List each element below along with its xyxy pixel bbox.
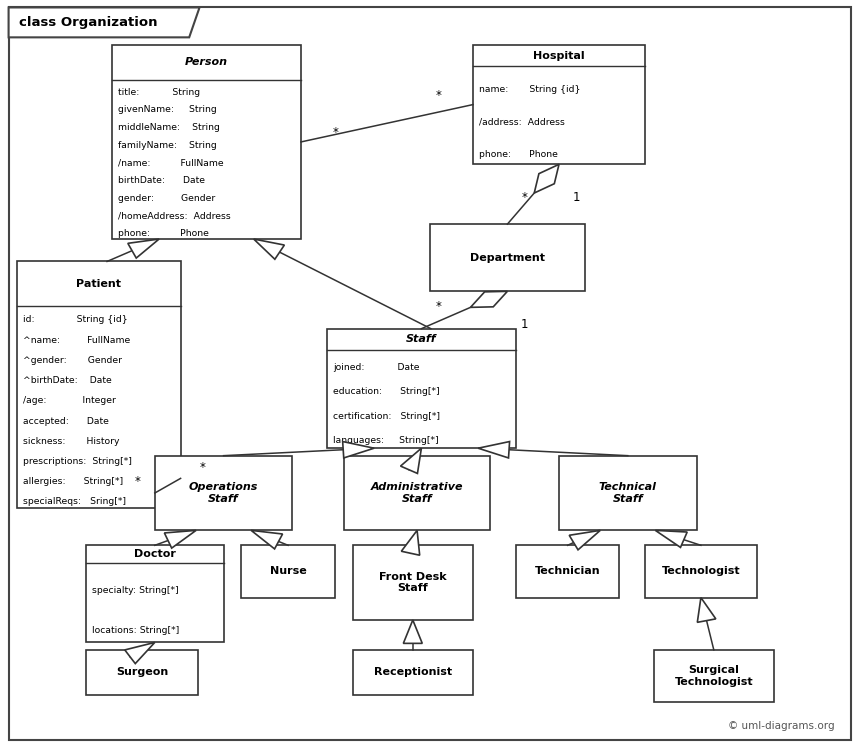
Polygon shape [697, 598, 716, 622]
Text: Operations
Staff: Operations Staff [189, 483, 258, 503]
Text: class Organization: class Organization [19, 16, 157, 29]
FancyBboxPatch shape [473, 45, 645, 164]
FancyBboxPatch shape [9, 7, 851, 740]
Polygon shape [125, 642, 155, 663]
Text: *: * [522, 191, 527, 205]
FancyBboxPatch shape [430, 224, 585, 291]
Text: /age:            Integer: /age: Integer [23, 397, 116, 406]
Text: joined:           Date: joined: Date [333, 363, 420, 372]
Text: specialty: String[*]: specialty: String[*] [92, 586, 179, 595]
Text: name:       String {id}: name: String {id} [479, 84, 580, 93]
FancyBboxPatch shape [645, 545, 757, 598]
Text: 1: 1 [573, 191, 580, 205]
Text: 1: 1 [521, 318, 528, 332]
Polygon shape [402, 530, 420, 555]
Text: Surgical
Technologist: Surgical Technologist [674, 666, 753, 686]
Text: id:              String {id}: id: String {id} [23, 315, 128, 324]
Text: Surgeon: Surgeon [116, 667, 168, 678]
FancyBboxPatch shape [559, 456, 697, 530]
Text: ^name:         FullName: ^name: FullName [23, 335, 131, 344]
Text: Patient: Patient [77, 279, 121, 288]
Polygon shape [403, 620, 422, 643]
Text: Technician: Technician [535, 566, 600, 577]
Polygon shape [128, 239, 159, 258]
Text: languages:     String[*]: languages: String[*] [333, 436, 439, 445]
Text: *: * [200, 461, 205, 474]
Text: phone:          Phone: phone: Phone [118, 229, 209, 238]
FancyBboxPatch shape [353, 545, 473, 620]
Text: Doctor: Doctor [134, 549, 175, 559]
Polygon shape [655, 530, 687, 548]
Text: prescriptions:  String[*]: prescriptions: String[*] [23, 457, 132, 466]
Text: familyName:    String: familyName: String [118, 140, 217, 149]
Text: Department: Department [470, 252, 545, 263]
Polygon shape [478, 441, 510, 458]
Text: © uml-diagrams.org: © uml-diagrams.org [728, 721, 834, 731]
FancyBboxPatch shape [344, 456, 490, 530]
Text: givenName:     String: givenName: String [118, 105, 217, 114]
Text: Administrative
Staff: Administrative Staff [371, 483, 464, 503]
Text: middleName:    String: middleName: String [118, 123, 219, 132]
FancyBboxPatch shape [112, 45, 301, 239]
Text: certification:   String[*]: certification: String[*] [333, 412, 439, 421]
Text: title:           String: title: String [118, 87, 200, 96]
Polygon shape [251, 530, 283, 549]
Polygon shape [401, 448, 421, 474]
FancyBboxPatch shape [327, 329, 516, 448]
Polygon shape [534, 164, 559, 193]
Text: *: * [135, 475, 140, 489]
FancyBboxPatch shape [516, 545, 619, 598]
FancyBboxPatch shape [654, 650, 774, 702]
Text: Front Desk
Staff: Front Desk Staff [379, 572, 446, 593]
Polygon shape [164, 530, 196, 548]
Text: Technologist: Technologist [661, 566, 740, 577]
FancyBboxPatch shape [353, 650, 473, 695]
Text: Staff: Staff [406, 335, 437, 344]
Text: /address:  Address: /address: Address [479, 117, 565, 126]
Text: ^gender:       Gender: ^gender: Gender [23, 356, 122, 365]
Polygon shape [254, 239, 285, 259]
FancyBboxPatch shape [155, 456, 292, 530]
Text: Hospital: Hospital [533, 51, 585, 61]
FancyBboxPatch shape [17, 261, 181, 508]
Text: *: * [333, 126, 338, 140]
Text: /name:          FullName: /name: FullName [118, 158, 224, 167]
Text: Receptionist: Receptionist [374, 667, 452, 678]
Text: allergies:      String[*]: allergies: String[*] [23, 477, 123, 486]
Polygon shape [9, 7, 200, 37]
Text: ^birthDate:    Date: ^birthDate: Date [23, 376, 112, 385]
Text: accepted:      Date: accepted: Date [23, 417, 109, 426]
Polygon shape [569, 530, 600, 550]
FancyBboxPatch shape [241, 545, 335, 598]
Text: Person: Person [185, 58, 228, 67]
Text: locations: String[*]: locations: String[*] [92, 626, 179, 635]
Text: *: * [436, 89, 441, 102]
Text: Technical
Staff: Technical Staff [599, 483, 657, 503]
Text: education:      String[*]: education: String[*] [333, 388, 439, 397]
Text: phone:      Phone: phone: Phone [479, 150, 558, 159]
Text: Nurse: Nurse [270, 566, 306, 577]
FancyBboxPatch shape [86, 650, 198, 695]
Text: /homeAddress:  Address: /homeAddress: Address [118, 211, 230, 220]
Text: sickness:       History: sickness: History [23, 437, 120, 446]
Text: birthDate:      Date: birthDate: Date [118, 176, 205, 185]
FancyBboxPatch shape [86, 545, 224, 642]
Text: specialReqs:   Sring[*]: specialReqs: Sring[*] [23, 498, 126, 506]
Text: *: * [436, 300, 441, 313]
Polygon shape [470, 291, 507, 307]
Text: gender:         Gender: gender: Gender [118, 193, 215, 203]
Polygon shape [342, 441, 374, 458]
